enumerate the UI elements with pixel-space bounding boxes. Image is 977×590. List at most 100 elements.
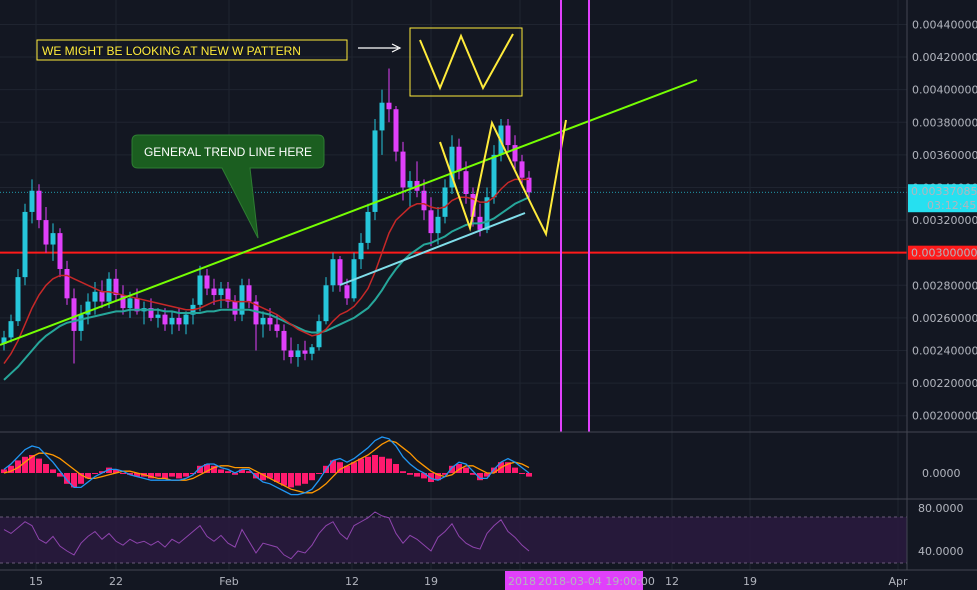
macd-bar (316, 473, 322, 474)
candle-body (8, 321, 14, 338)
candle-body (428, 210, 434, 234)
macd-bar (288, 473, 294, 488)
macd-bar (36, 458, 42, 473)
candle-body (162, 314, 168, 325)
rsi-80-label: 80.0000 (918, 502, 964, 515)
candle-body (463, 171, 469, 194)
macd-bar (512, 467, 518, 473)
macd-bar (372, 455, 378, 473)
macd-bar (22, 456, 28, 473)
candle-body (274, 324, 280, 331)
macd-bar (435, 473, 441, 481)
price-axis[interactable]: 0.00200000 0.00220000 0.00240000 0.00260000… (912, 18, 977, 422)
macd-histogram (1, 455, 532, 488)
price-tick-label: 0.00260000 (912, 312, 977, 325)
time-tick-label: 2018 (508, 575, 536, 588)
macd-bar (197, 465, 203, 473)
candle-body (330, 259, 336, 286)
w-pattern-drawing[interactable] (439, 119, 567, 238)
candle-body (246, 285, 252, 302)
macd-bar (386, 458, 392, 473)
price-tick-label: 0.00200000 (912, 410, 977, 423)
macd-bar (351, 462, 357, 473)
macd-bar (57, 473, 63, 477)
macd-bar (134, 473, 140, 477)
macd-bar (421, 473, 427, 479)
candle-body (225, 288, 231, 302)
macd-bar (176, 473, 182, 479)
macd-bar (92, 473, 98, 474)
macd-bar (442, 473, 448, 475)
rsi-40-label: 40.0000 (918, 545, 964, 558)
candle-body (99, 291, 105, 302)
support-price-label: 0.00300000 (911, 247, 977, 260)
time-axis[interactable]: 15 22 Feb 12 19 2018 12 19 Apr (29, 575, 908, 588)
price-tick-label: 0.00400000 (912, 84, 977, 97)
macd-bar (337, 462, 343, 473)
macd-bar (358, 458, 364, 473)
macd-bar (204, 464, 210, 473)
candle-body (260, 317, 266, 325)
macd-bar (246, 471, 252, 473)
candle-body (309, 347, 315, 354)
price-tick-label: 0.00380000 (912, 116, 977, 129)
price-tick-label: 0.00420000 (912, 51, 977, 64)
time-tick-label: 12 (665, 575, 679, 588)
macd-bar (302, 473, 308, 484)
lower-channel-line[interactable] (339, 212, 526, 286)
macd-bar (155, 473, 161, 477)
time-tick-label: 12 (345, 575, 359, 588)
trend-callout-label: GENERAL TREND LINE HERE (144, 145, 312, 159)
macd-bar (365, 456, 371, 473)
candle-body (36, 190, 42, 221)
ma-slow-line (3, 196, 530, 381)
price-tick-label: 0.00240000 (912, 344, 977, 357)
macd-bar (190, 473, 196, 474)
macd-bar (519, 473, 525, 474)
time-tick-label: 19 (743, 575, 757, 588)
macd-bar (260, 473, 266, 481)
macd-bar (183, 473, 189, 477)
macd-zero-label: 0.0000 (922, 467, 961, 480)
macd-bar (43, 464, 49, 473)
macd-bar (232, 473, 238, 475)
time-tick-label: 19 (424, 575, 438, 588)
candle-body (295, 350, 301, 358)
macd-bar (295, 473, 301, 486)
macd-bar (456, 464, 462, 473)
price-tick-label: 0.00360000 (912, 149, 977, 162)
candle-body (113, 278, 119, 296)
macd-bar (477, 473, 483, 481)
candle-body (456, 146, 462, 172)
macd-bar (120, 473, 126, 474)
candle-body (176, 317, 182, 325)
macd-bar (218, 469, 224, 473)
candle-body (393, 109, 399, 152)
candle-body (183, 314, 189, 325)
macd-bar (162, 473, 168, 479)
trend-callout-bubble (131, 134, 325, 239)
last-price-label: 0.00337085 (911, 185, 977, 198)
candle-body (442, 187, 448, 217)
general-trend-line[interactable] (0, 79, 698, 346)
candle-body (281, 330, 287, 351)
rsi-band (0, 517, 907, 563)
candle-body (120, 295, 126, 309)
macd-bar (225, 471, 231, 473)
time-tick-label: 22 (109, 575, 123, 588)
candle-body (519, 161, 525, 178)
macd-bar (106, 467, 112, 473)
macd-bar (281, 473, 287, 486)
time-tick-label: 15 (29, 575, 43, 588)
macd-bar (484, 473, 490, 477)
macd-bar (85, 473, 91, 479)
macd-signal-line (3, 439, 530, 494)
macd-bar (393, 464, 399, 473)
macd-bar (99, 471, 105, 473)
candle-body (1, 337, 7, 344)
w-pattern-arrowhead (391, 43, 402, 53)
candle-body (169, 317, 175, 325)
price-tick-label: 0.00280000 (912, 279, 977, 292)
